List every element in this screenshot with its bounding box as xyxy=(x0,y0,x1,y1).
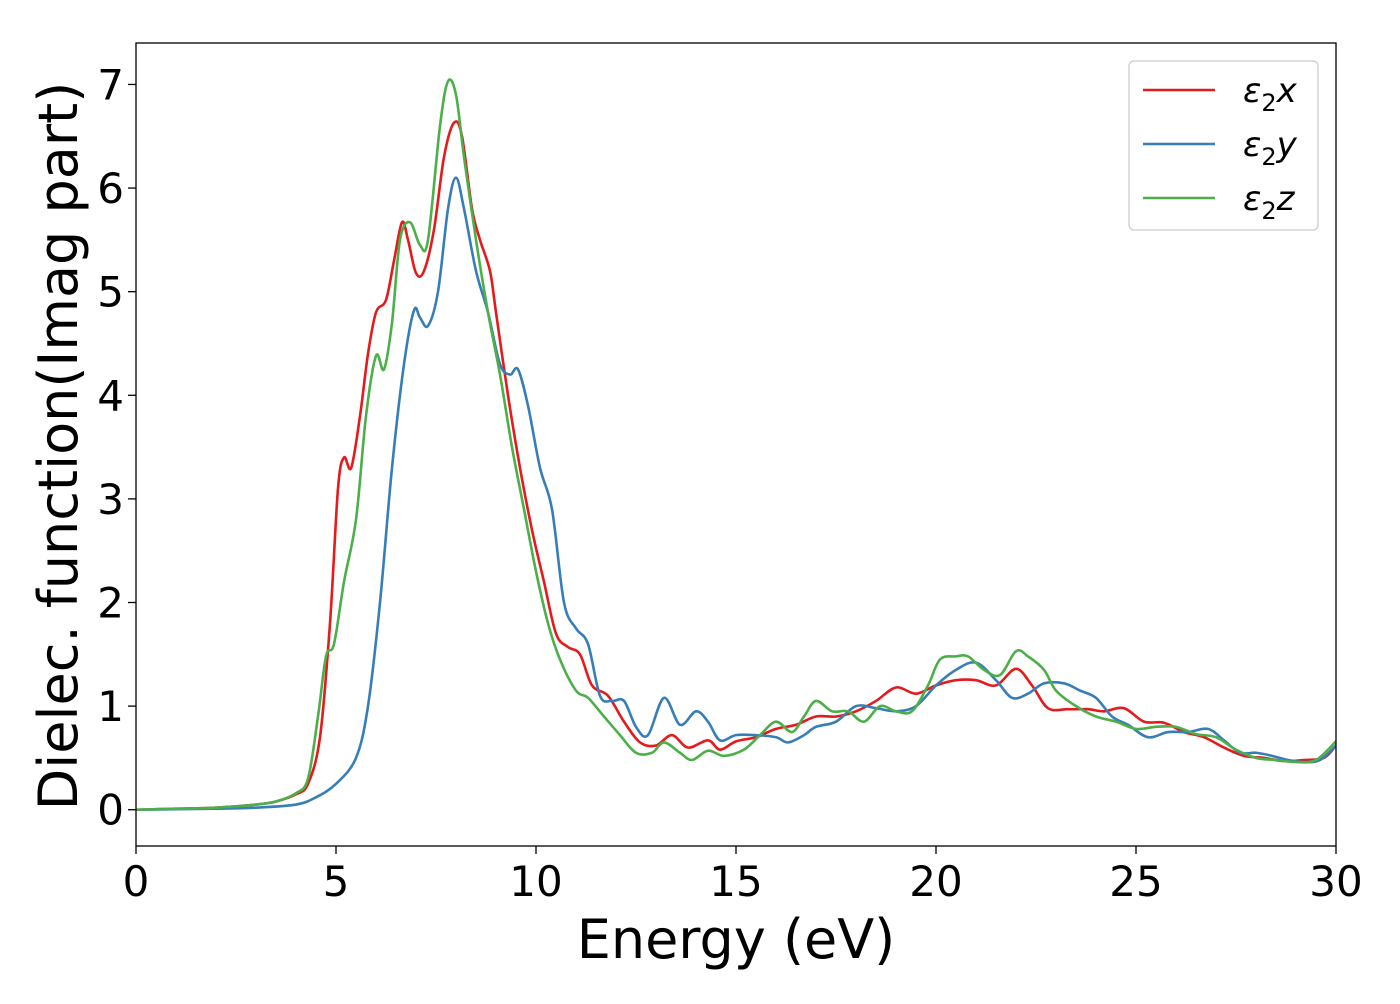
x-tick-label: 5 xyxy=(323,857,350,906)
x-tick-label: 25 xyxy=(1109,857,1162,906)
legend-entry: ε2z xyxy=(1243,179,1296,225)
legend-axis: x xyxy=(1276,71,1298,111)
legend-subscript: 2 xyxy=(1261,89,1276,117)
y-axis-label: Dielec. function(Imag part) xyxy=(27,82,90,811)
series-line-x xyxy=(136,120,1336,812)
legend-epsilon: ε xyxy=(1243,125,1261,165)
x-tick-label: 15 xyxy=(709,857,762,906)
x-tick-label: 20 xyxy=(909,857,962,906)
legend-subscript: 2 xyxy=(1261,197,1276,225)
series-layer xyxy=(136,78,1336,812)
legend-subscript: 2 xyxy=(1261,143,1276,171)
y-tick-label: 6 xyxy=(97,164,124,213)
y-tick-label: 4 xyxy=(97,371,124,420)
y-tick-label: 3 xyxy=(97,475,124,524)
legend-epsilon: ε xyxy=(1243,71,1261,111)
y-axis-ticks: 0 1 2 3 4 5 6 7 xyxy=(97,60,136,835)
legend-box xyxy=(1128,60,1319,231)
legend-entry: ε2y xyxy=(1243,125,1298,171)
legend-axis: z xyxy=(1276,179,1296,219)
y-tick-label: 7 xyxy=(97,60,124,109)
y-tick-label: 2 xyxy=(97,579,124,628)
y-tick-label: 0 xyxy=(97,786,124,835)
y-tick-label: 5 xyxy=(97,268,124,317)
legend-entry: ε2x xyxy=(1243,71,1298,117)
legend-epsilon: ε xyxy=(1243,179,1261,219)
x-tick-label: 10 xyxy=(509,857,562,906)
y-tick-label: 1 xyxy=(97,682,124,731)
series-line-z xyxy=(136,78,1336,812)
plot-frame xyxy=(135,42,1337,847)
x-tick-label: 0 xyxy=(123,857,150,906)
x-tick-label: 30 xyxy=(1309,857,1362,906)
x-axis-label: Energy (eV) xyxy=(577,908,896,971)
x-axis-ticks: 0 5 10 15 20 25 30 xyxy=(123,846,1363,906)
series-line-y xyxy=(136,176,1336,812)
legend-axis: y xyxy=(1276,125,1298,165)
